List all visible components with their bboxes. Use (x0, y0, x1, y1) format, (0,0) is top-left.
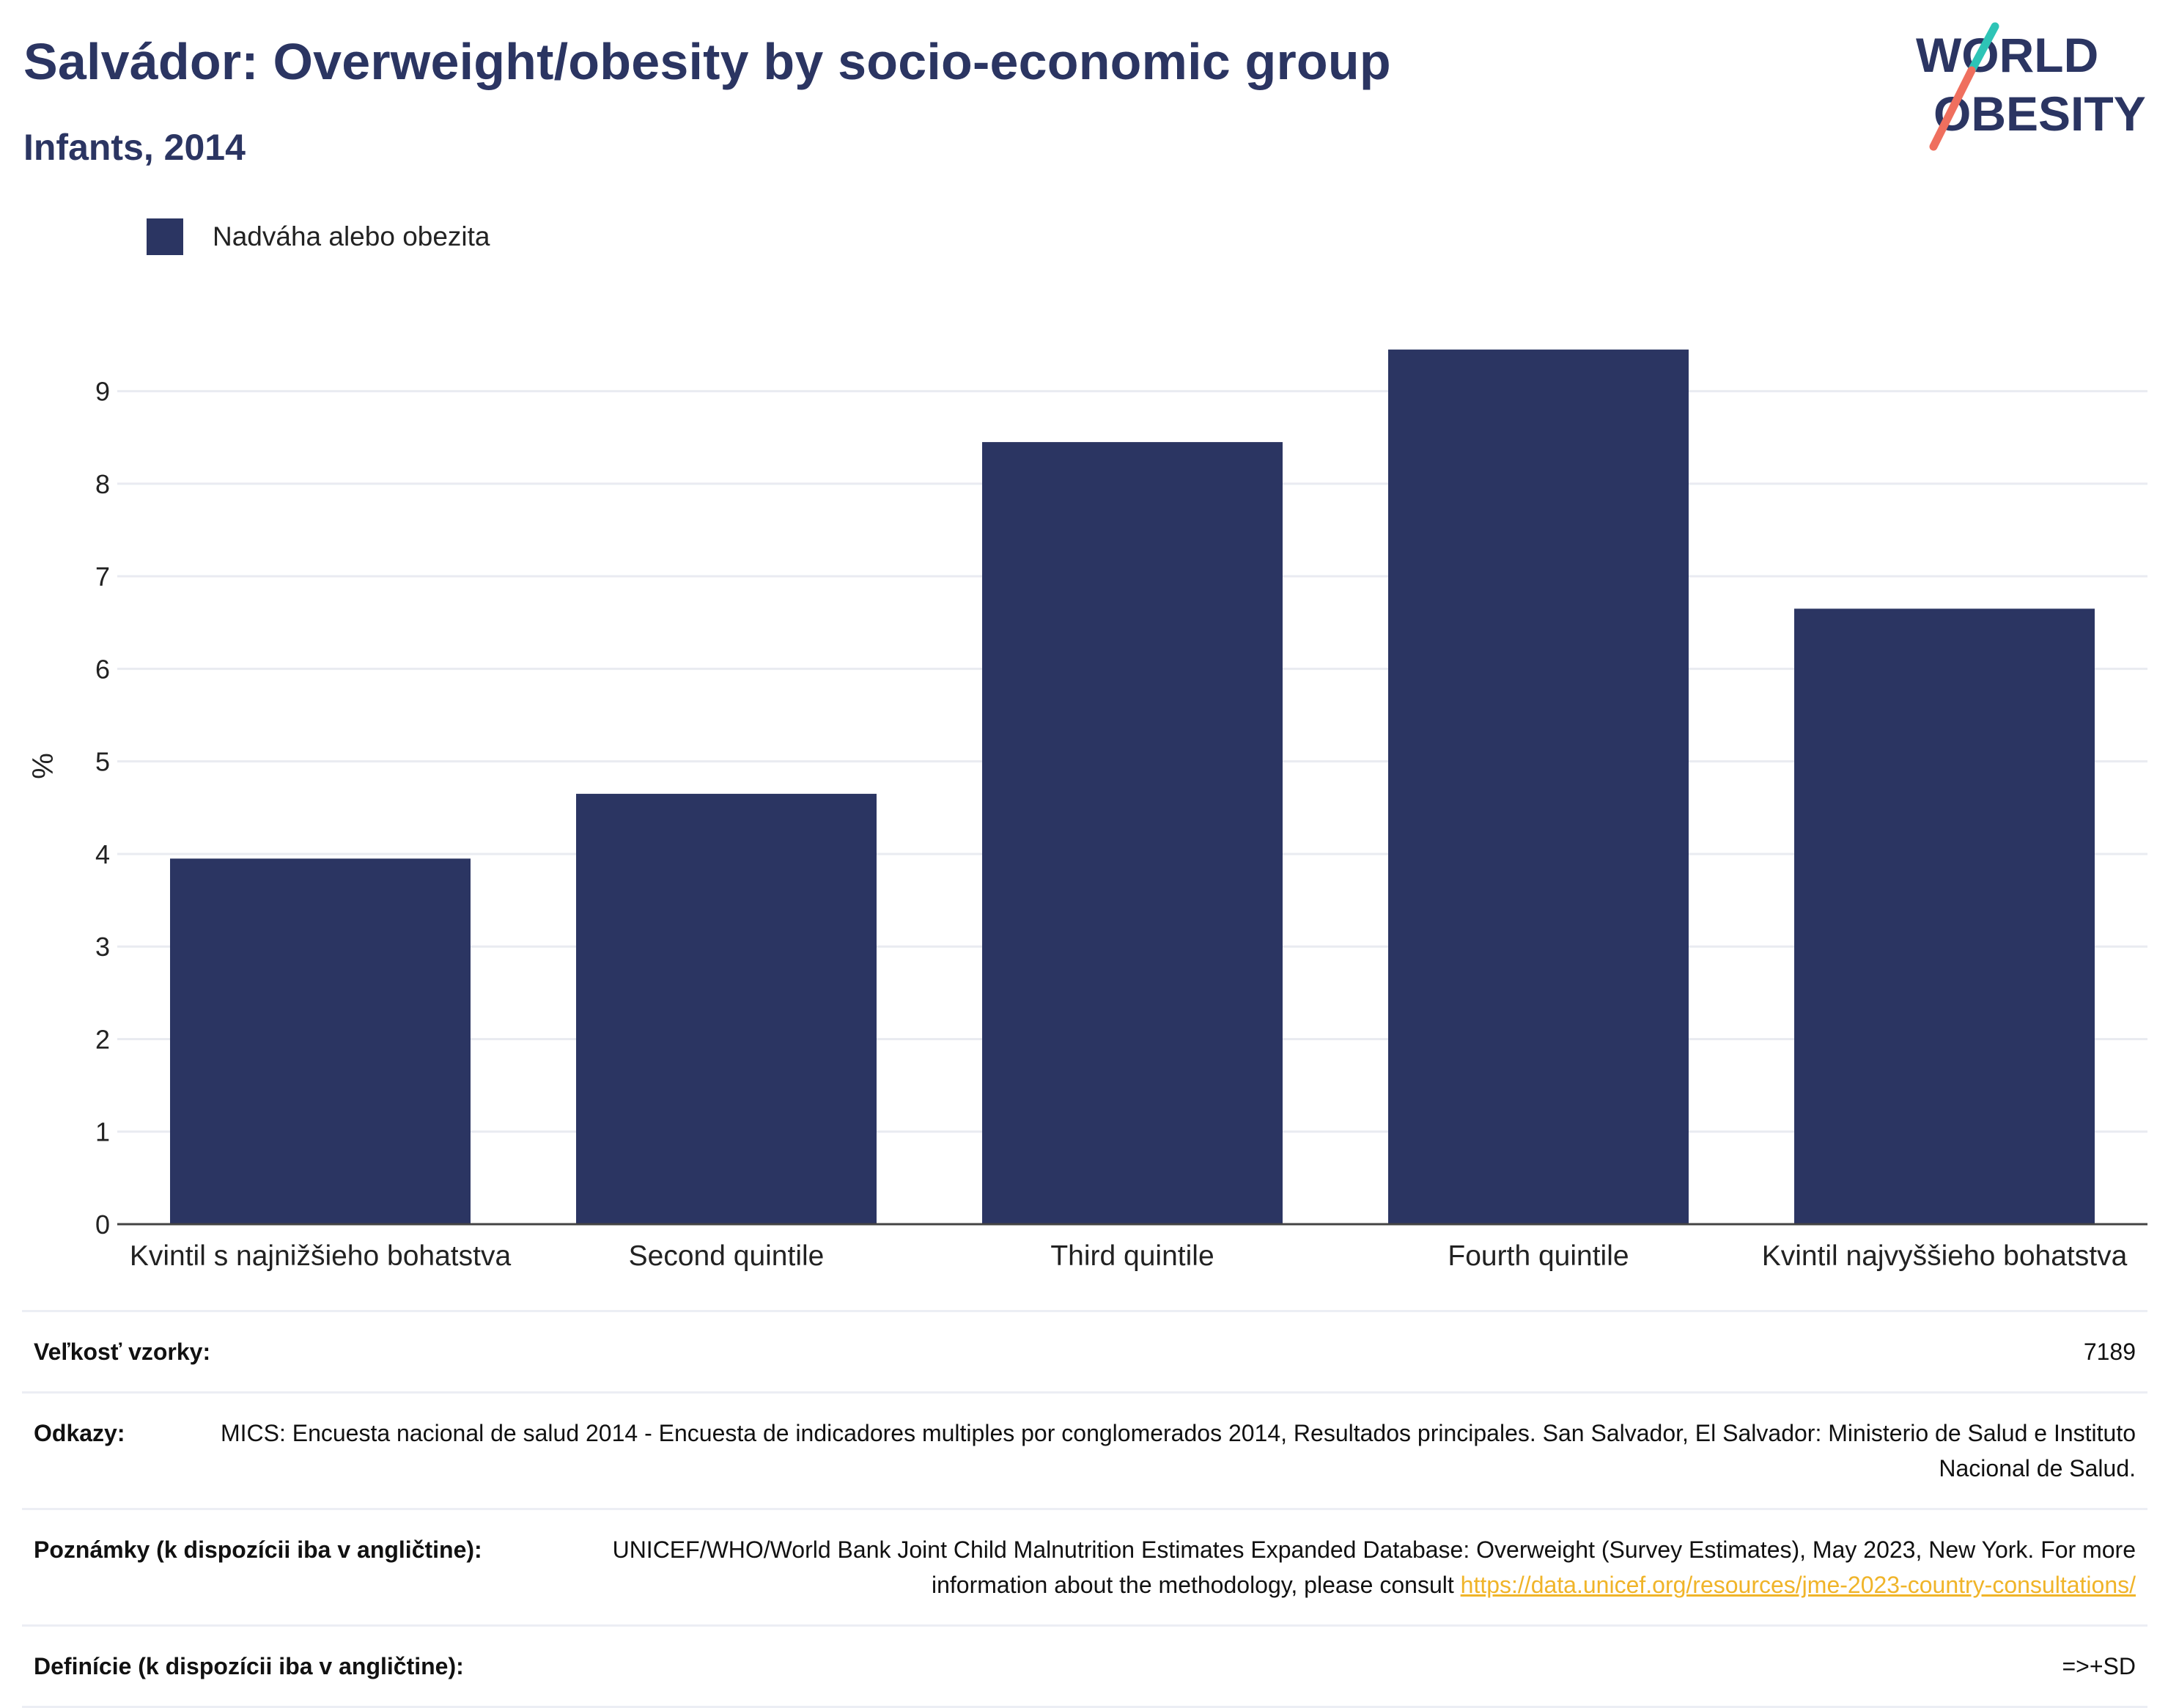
y-tick-label: 9 (95, 377, 110, 407)
x-tick-label: Third quintile (1050, 1240, 1214, 1272)
definitions-value: =>+SD (2062, 1653, 2136, 1679)
bar (576, 793, 877, 1224)
bar (1388, 349, 1689, 1225)
y-tick-label: 8 (95, 469, 110, 499)
sample-size-value: 7189 (2083, 1339, 2136, 1365)
x-tick-label: Kvintil s najnižšieho bohatstva (130, 1240, 512, 1272)
bar (170, 858, 471, 1224)
y-tick-label: 2 (95, 1024, 110, 1054)
chart-legend: Nadváha alebo obezita (147, 218, 490, 255)
info-table: Veľkosť vzorky: 7189 Odkazy: MICS: Encue… (22, 1310, 2147, 1708)
x-tick-label: Kvintil najvyššieho bohatstva (1762, 1240, 2128, 1272)
legend-label: Nadváha alebo obezita (213, 221, 490, 251)
notes-link[interactable]: https://data.unicef.org/resources/jme-20… (1460, 1572, 2136, 1598)
sample-size-label: Veľkosť vzorky: (34, 1339, 211, 1365)
definitions-label: Definície (k dispozícii iba v angličtine… (34, 1653, 464, 1679)
y-tick-label: 5 (95, 747, 110, 777)
bar (982, 442, 1283, 1224)
info-row-definitions: Definície (k dispozícii iba v angličtine… (22, 1624, 2147, 1708)
info-row-references: Odkazy: MICS: Encuesta nacional de salud… (22, 1391, 2147, 1508)
y-tick-label: 6 (95, 654, 110, 684)
bar-chart: 0 1 2 3 4 5 6 7 8 9% Kvintil s najnižšieho bohatst… (27, 349, 2147, 1272)
notes-label: Poznámky (k dispozícii iba v angličtine)… (34, 1536, 482, 1563)
y-tick-label: 3 (95, 932, 110, 962)
info-row-notes: Poznámky (k dispozícii iba v angličtine)… (22, 1508, 2147, 1624)
world-obesity-logo: WORLD OBESITY (1916, 22, 2146, 151)
legend-swatch (147, 218, 183, 255)
bar (1794, 608, 2095, 1224)
notes-text: UNICEF/WHO/World Bank Joint Child Malnut… (612, 1536, 2136, 1598)
references-label: Odkazy: (34, 1420, 125, 1446)
y-tick-label: 0 (95, 1210, 110, 1240)
chart-subtitle: Infants, 2014 (23, 127, 246, 168)
info-row-sample-size: Veľkosť vzorky: 7189 (22, 1310, 2147, 1391)
x-tick-label: Fourth quintile (1448, 1240, 1629, 1272)
y-axis-title: % (27, 753, 59, 779)
notes-value: UNICEF/WHO/World Bank Joint Child Malnut… (526, 1532, 2136, 1602)
y-tick-label: 1 (95, 1117, 110, 1147)
chart-title: Salvádor: Overweight/obesity by socio-ec… (23, 33, 1391, 90)
logo-line2: OBESITY (1933, 86, 2146, 141)
y-tick-label: 7 (95, 562, 110, 592)
x-tick-label: Second quintile (629, 1240, 825, 1272)
references-value: MICS: Encuesta nacional de salud 2014 - … (220, 1420, 2136, 1481)
y-tick-label: 4 (95, 839, 110, 869)
logo-line1: WORLD (1916, 28, 2098, 82)
